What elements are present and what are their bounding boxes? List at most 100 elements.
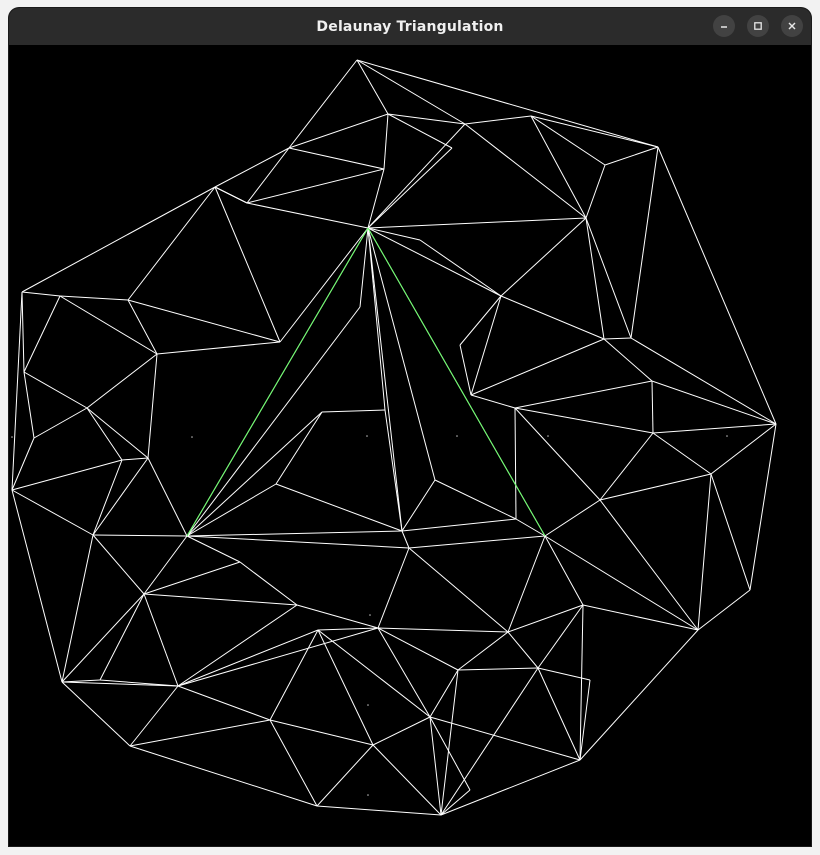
mesh-edge <box>500 217 587 297</box>
mesh-edge <box>23 371 35 439</box>
mesh-edge <box>514 407 517 520</box>
mesh-edge <box>604 146 659 166</box>
point-marker <box>547 435 549 437</box>
mesh-edge <box>275 411 323 485</box>
close-icon <box>788 22 796 30</box>
app-window: Delaunay Triangulation <box>9 8 811 846</box>
mesh-edge <box>630 337 777 425</box>
mesh-edge <box>367 227 403 532</box>
mesh-edge <box>214 186 281 343</box>
triangulation-mesh <box>11 59 777 816</box>
mesh-edge <box>749 423 777 591</box>
mesh-edge <box>99 593 145 681</box>
mesh-edge <box>59 295 158 355</box>
mesh-edge <box>21 291 25 373</box>
mesh-edge <box>316 805 442 816</box>
minimize-button[interactable] <box>713 15 735 37</box>
mesh-edge <box>127 186 216 301</box>
mesh-edge <box>177 685 271 721</box>
mesh-edge <box>11 489 94 536</box>
mesh-edge <box>377 547 410 629</box>
mesh-edge <box>269 719 318 807</box>
mesh-edge <box>296 604 379 629</box>
mesh-edge <box>129 719 271 747</box>
mesh-edge <box>367 227 436 481</box>
mesh-edge <box>61 681 179 687</box>
mesh-edge <box>61 593 145 683</box>
mesh-edge <box>177 604 298 687</box>
mesh-edge <box>186 483 277 537</box>
mesh-edge <box>651 380 654 434</box>
mesh-edge <box>317 629 374 746</box>
mesh-edge <box>288 113 389 149</box>
mesh-edge <box>186 411 323 537</box>
mesh-edge <box>316 744 374 807</box>
point-marker <box>191 436 193 438</box>
mesh-edge <box>530 115 587 219</box>
mesh-edge <box>440 789 471 816</box>
mesh-edge <box>377 627 459 671</box>
mesh-edge <box>239 561 298 606</box>
mesh-edge <box>579 604 584 761</box>
mesh-edge <box>377 627 509 633</box>
mesh-edge <box>537 604 584 669</box>
mesh-edge <box>246 168 385 204</box>
mesh-edge <box>279 227 369 343</box>
window-controls <box>713 15 803 37</box>
mesh-edge <box>288 59 358 149</box>
mesh-edge <box>384 409 403 532</box>
mesh-edge <box>464 123 587 219</box>
mesh-edge <box>288 147 385 170</box>
triangulation-canvas[interactable] <box>9 45 811 846</box>
mesh-edge <box>537 667 591 681</box>
title-bar[interactable]: Delaunay Triangulation <box>9 8 811 45</box>
mesh-edge <box>177 627 379 687</box>
mesh-edge <box>582 604 699 631</box>
mesh-edge <box>585 217 605 340</box>
mesh-edge <box>21 186 216 293</box>
mesh-edge <box>186 535 410 549</box>
window-title: Delaunay Triangulation <box>316 18 504 35</box>
mesh-edge <box>657 146 777 425</box>
mesh-edge <box>92 534 145 595</box>
mesh-edge <box>23 295 61 373</box>
mesh-edge <box>147 353 158 459</box>
mesh-edge <box>92 459 123 536</box>
mesh-edge <box>579 679 591 761</box>
mesh-edge <box>143 561 241 595</box>
mesh-edge <box>356 59 659 148</box>
mesh-edge <box>11 291 23 491</box>
mesh-edge <box>599 473 712 501</box>
mesh-edge <box>440 667 539 816</box>
mesh-edge <box>186 535 241 563</box>
mesh-edge <box>59 295 129 301</box>
mesh-edge <box>514 407 654 434</box>
mesh-edge <box>470 338 605 396</box>
mesh-edge <box>419 239 502 297</box>
point-marker <box>367 794 369 796</box>
maximize-button[interactable] <box>747 15 769 37</box>
mesh-edge <box>599 432 654 501</box>
close-button[interactable] <box>781 15 803 37</box>
mesh-edge <box>401 530 410 549</box>
mesh-edge <box>585 164 606 219</box>
mesh-edge <box>408 547 509 633</box>
mesh-edge <box>367 168 385 229</box>
mesh-edge <box>507 604 584 633</box>
mesh-edge <box>86 407 149 459</box>
mesh-edge <box>121 457 149 461</box>
mesh-edge <box>408 535 546 549</box>
mesh-edge <box>470 295 502 396</box>
mesh-edge <box>710 473 751 591</box>
mesh-edge <box>61 534 94 683</box>
mesh-edge <box>459 344 472 396</box>
mesh-edge <box>92 534 188 537</box>
mesh-edge <box>387 113 453 149</box>
mesh-edge <box>603 338 653 382</box>
mesh-edge <box>317 627 379 631</box>
mesh-edge <box>440 669 459 816</box>
mesh-edge <box>186 306 361 537</box>
mesh-edge <box>177 629 319 687</box>
mesh-edge <box>429 716 471 791</box>
mesh-edge <box>129 745 318 807</box>
